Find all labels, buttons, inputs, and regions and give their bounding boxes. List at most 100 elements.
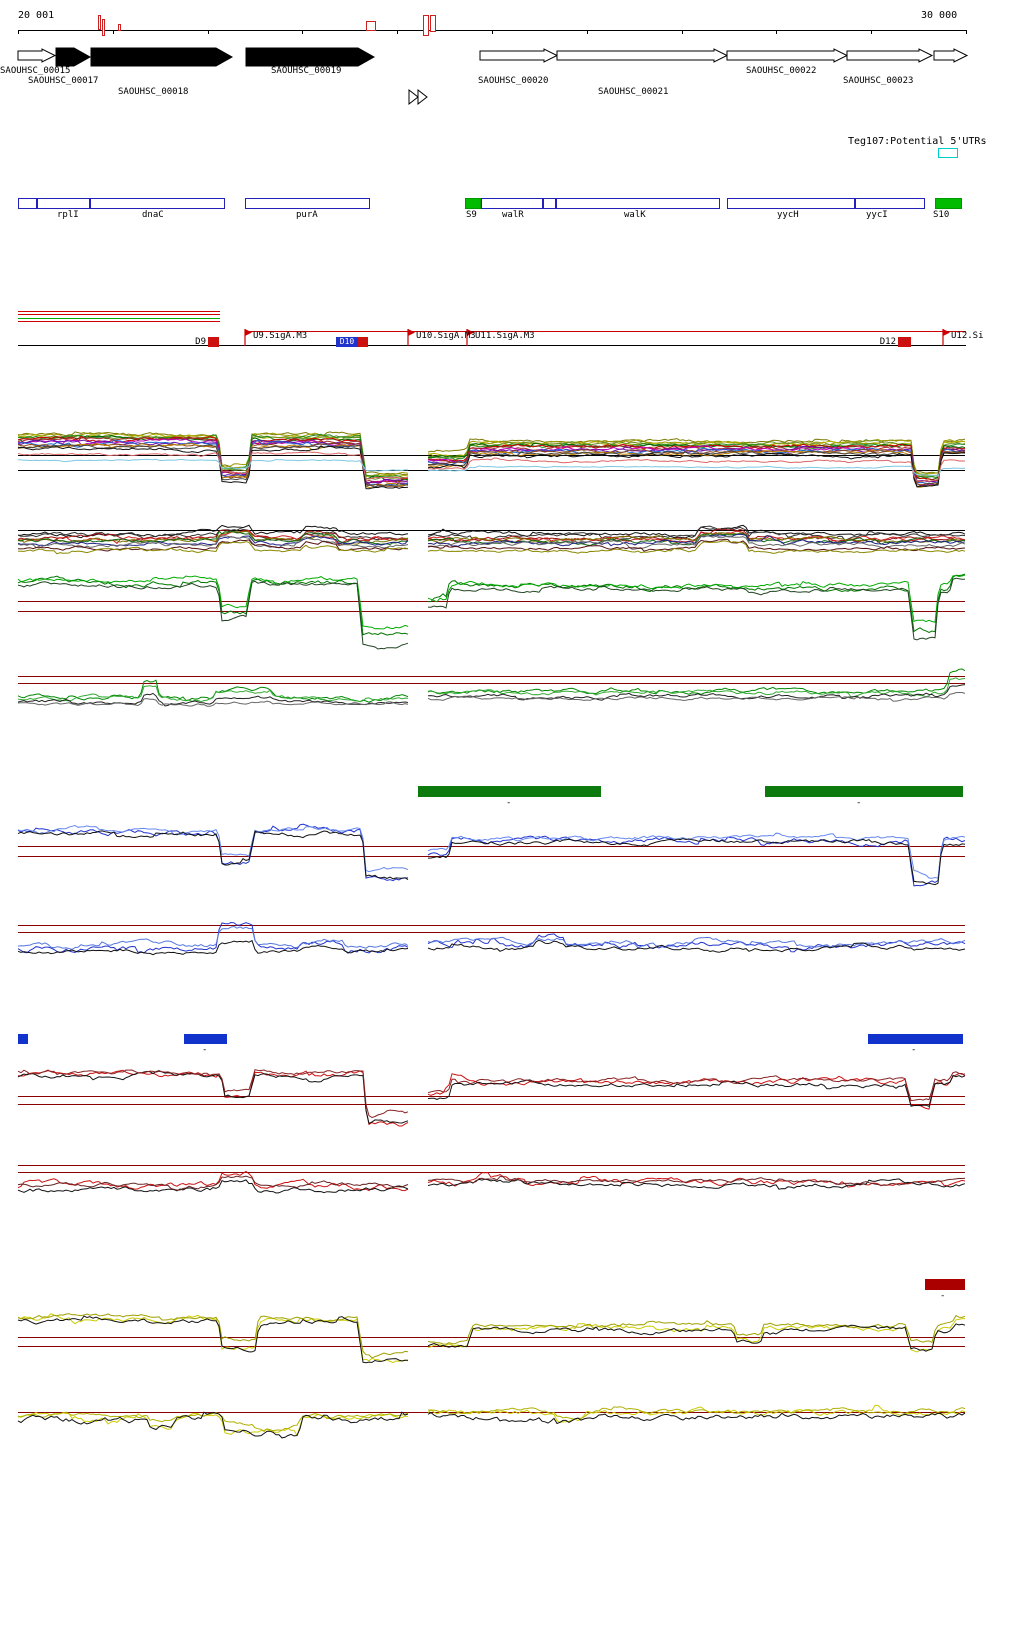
signal-series-all-samples-sense (17, 431, 409, 476)
ruler-end-label: 30 000 (921, 10, 958, 21)
track-reference-line (18, 611, 965, 612)
signal-series-red-antisense (427, 1178, 966, 1190)
strand-bar-darkred-segments[interactable] (925, 1279, 965, 1290)
gene-arrow[interactable] (933, 48, 969, 63)
signal-series-all-samples-sense (427, 438, 966, 475)
strand-tick-label: - (506, 798, 512, 808)
signal-series-all-samples-antisense (17, 535, 409, 547)
flag-box[interactable]: D10 (336, 337, 358, 347)
annotation-label: walK (624, 210, 646, 220)
gene-arrow[interactable] (726, 48, 849, 63)
ruler-tick (871, 30, 873, 34)
signal-series-green-antisense (427, 677, 966, 698)
signal-series-all-samples-sense (17, 441, 409, 488)
ruler-peak-mark (98, 15, 101, 30)
annotation-box[interactable] (543, 198, 556, 209)
gene-arrow[interactable] (17, 48, 57, 63)
signal-series-yellow-sense (17, 1315, 408, 1364)
signal-series-red-antisense (17, 1170, 409, 1192)
signal-series-yellow-sense (17, 1313, 409, 1364)
signal-series-green-sense (17, 575, 409, 636)
signal-series-all-samples-sense (427, 445, 966, 486)
track-reference-line (18, 676, 965, 677)
signal-series-green-antisense (427, 684, 966, 701)
flag-box[interactable] (898, 337, 911, 347)
annotation-box-walK[interactable] (556, 198, 720, 209)
utr-extent-line (245, 331, 966, 332)
teg107-utr-box[interactable] (938, 148, 958, 158)
flag-label: U12.Si (951, 331, 984, 341)
flag-box[interactable] (208, 337, 219, 347)
signal-series-all-samples-antisense (17, 529, 409, 542)
ruler-peak-mark (423, 15, 429, 36)
ruler-peak-mark (118, 24, 121, 31)
signal-series-all-samples-antisense (427, 540, 966, 554)
strand-bar-green-segments[interactable] (418, 786, 601, 797)
gene-label: SAOUHSC_00015 (0, 66, 71, 76)
gene-label: SAOUHSC_00022 (746, 66, 817, 76)
signal-series-blue-antisense (17, 939, 409, 956)
annotation-box-purA[interactable] (245, 198, 370, 209)
annotation-box-dnaC[interactable] (90, 198, 225, 209)
annotation-box-rplI[interactable] (37, 198, 90, 209)
signal-series-blue-sense (427, 835, 966, 887)
signal-series-all-samples-sense (427, 445, 966, 484)
signal-series-all-samples-sense (17, 445, 409, 490)
signal-series-all-samples-sense (427, 442, 966, 481)
signal-series-red-antisense (17, 1179, 409, 1194)
flag-label: U9.SigA.M3 (253, 331, 308, 341)
annotation-box-yycI[interactable] (855, 198, 925, 209)
signal-series-yellow-sense (17, 1313, 409, 1359)
signal-series-all-samples-sense (17, 435, 409, 484)
signal-series-all-samples-antisense (18, 524, 409, 539)
signal-series-blue-sense (17, 823, 409, 882)
strand-bar-green-segments[interactable] (765, 786, 963, 797)
ruler-tick (397, 30, 399, 34)
gene-arrow[interactable] (90, 47, 234, 67)
operon-line (18, 314, 220, 315)
track-reference-line (18, 1412, 965, 1413)
gene-label: SAOUHSC_00018 (118, 87, 189, 97)
signal-series-all-samples-antisense (427, 538, 966, 552)
signal-series-all-samples-sense (17, 436, 409, 483)
ruler-tick (207, 30, 209, 34)
signal-series-all-samples-antisense (427, 530, 966, 544)
track-reference-line (18, 1165, 965, 1166)
signal-series-all-samples-antisense (427, 524, 966, 539)
signal-series-all-samples-sense (17, 439, 409, 484)
signal-series-green-sense (17, 580, 409, 650)
annotation-box[interactable] (18, 198, 37, 209)
annotation-box-S9[interactable] (465, 198, 481, 209)
signal-series-red-sense (17, 1070, 409, 1125)
gene-label: SAOUHSC_00021 (598, 87, 669, 97)
strand-bar-blue-segments[interactable] (18, 1034, 28, 1044)
track-reference-line (18, 925, 965, 926)
track-reference-line (18, 601, 965, 602)
signal-series-blue-antisense (427, 936, 966, 949)
flag-box-label: D9 (195, 337, 206, 347)
signal-series-red-sense (17, 1069, 409, 1119)
signal-series-red-antisense (428, 1176, 966, 1186)
operon-line (18, 321, 220, 322)
ruler-tick (776, 30, 778, 34)
track-reference-line (18, 932, 965, 933)
strand-bar-blue-segments[interactable] (184, 1034, 227, 1044)
track-reference-line (18, 683, 965, 684)
ruler-peak-mark (366, 21, 376, 31)
signal-series-all-samples-sense (427, 440, 966, 477)
gene-arrow[interactable] (55, 47, 92, 67)
annotation-box-walR[interactable] (481, 198, 543, 209)
strand-bar-blue-segments[interactable] (868, 1034, 963, 1044)
track-reference-line (18, 1346, 965, 1347)
ruler-tick (681, 30, 683, 34)
gene-arrow[interactable] (556, 48, 729, 63)
annotation-box-yycH[interactable] (727, 198, 855, 209)
flag-box[interactable] (358, 337, 368, 347)
signal-series-green-antisense (17, 698, 409, 707)
annotation-label: rplI (57, 210, 79, 220)
fast-forward-right-triangle-icon (417, 88, 428, 106)
annotation-box-S10[interactable] (935, 198, 962, 209)
gene-arrow[interactable] (245, 47, 376, 67)
gene-arrow[interactable] (479, 48, 559, 63)
gene-arrow[interactable] (846, 48, 934, 63)
